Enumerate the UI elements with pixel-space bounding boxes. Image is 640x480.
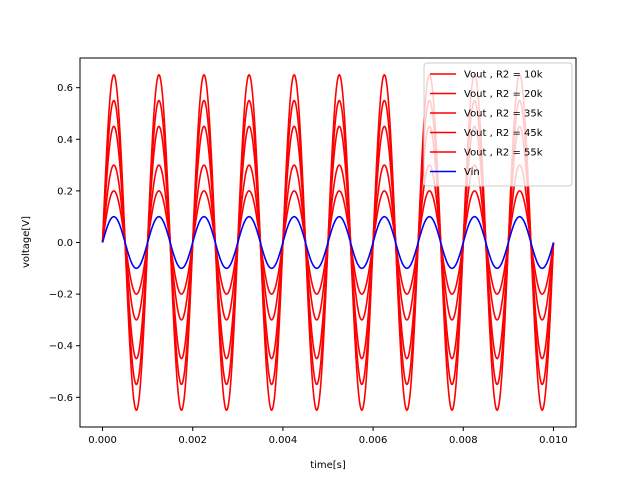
x-tick-label-3: 0.006 bbox=[359, 435, 388, 446]
y-axis-label: voltage[V] bbox=[21, 216, 32, 268]
x-tick-label-0: 0.000 bbox=[88, 435, 117, 446]
legend-label-4: Vout , R2 = 55k bbox=[464, 148, 543, 159]
legend-label-2: Vout , R2 = 35k bbox=[464, 109, 543, 120]
legend-label-0: Vout , R2 = 10k bbox=[464, 70, 543, 81]
x-tick-label-5: 0.010 bbox=[539, 435, 568, 446]
legend-box bbox=[423, 62, 573, 187]
x-tick-label-4: 0.008 bbox=[449, 435, 478, 446]
y-tick-label-2: −0.2 bbox=[49, 290, 73, 301]
y-tick-label-1: −0.4 bbox=[49, 341, 73, 352]
x-tick-label-1: 0.002 bbox=[178, 435, 207, 446]
y-tick-label-6: 0.6 bbox=[57, 83, 73, 94]
legend-label-5: Vin bbox=[464, 167, 480, 178]
legend-label-3: Vout , R2 = 45k bbox=[464, 128, 543, 139]
legend-label-1: Vout , R2 = 20k bbox=[464, 89, 543, 100]
series-line-5 bbox=[101, 215, 555, 270]
y-tick-label-3: 0.0 bbox=[57, 238, 73, 249]
x-axis-label: time[s] bbox=[310, 460, 346, 471]
y-tick-label-4: 0.2 bbox=[57, 186, 73, 197]
y-tick-label-5: 0.4 bbox=[57, 135, 73, 146]
y-tick-label-0: −0.6 bbox=[49, 393, 73, 404]
x-tick-label-2: 0.004 bbox=[269, 435, 298, 446]
plot-area: 0.000 0.002 0.004 0.006 0.008 0.010 −0.6 −0.4 −0… bbox=[49, 57, 577, 446]
